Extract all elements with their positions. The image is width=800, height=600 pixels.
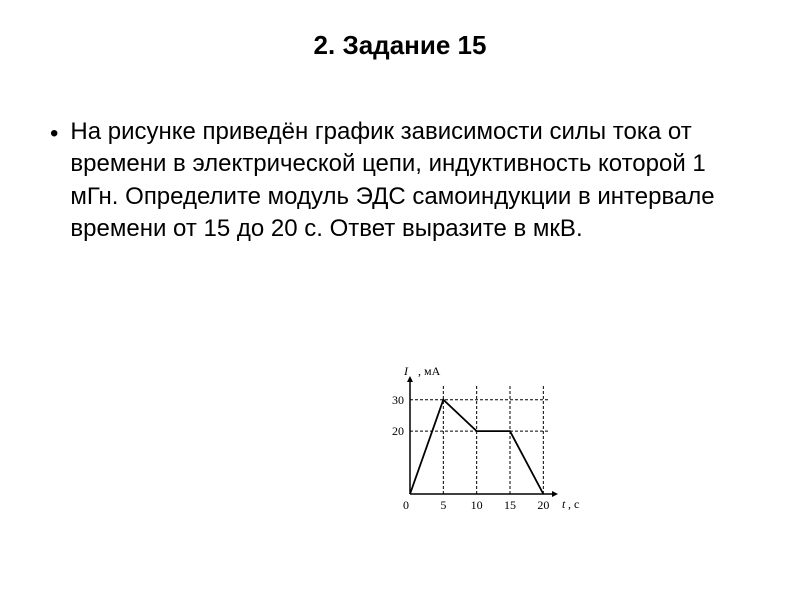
chart: I , мА 203051015200t, с [380, 370, 590, 525]
x-tick-label: 15 [500, 498, 520, 513]
problem-text: На рисунке приведён график зависимости с… [70, 116, 750, 246]
x-tick-label: 20 [533, 498, 553, 513]
x-axis-label: t [562, 497, 565, 512]
y-tick-label: 20 [380, 424, 404, 439]
page-title: 2. Задание 15 [50, 30, 750, 61]
x-axis-unit: , с [568, 497, 579, 512]
bullet-icon: • [50, 120, 58, 148]
y-axis-unit: , мА [418, 364, 440, 379]
y-axis-label: I [404, 364, 408, 379]
origin-label: 0 [396, 498, 416, 513]
x-tick-label: 5 [433, 498, 453, 513]
problem-block: • На рисунке приведён график зависимости… [50, 116, 750, 246]
x-tick-label: 10 [467, 498, 487, 513]
y-tick-label: 30 [380, 393, 404, 408]
